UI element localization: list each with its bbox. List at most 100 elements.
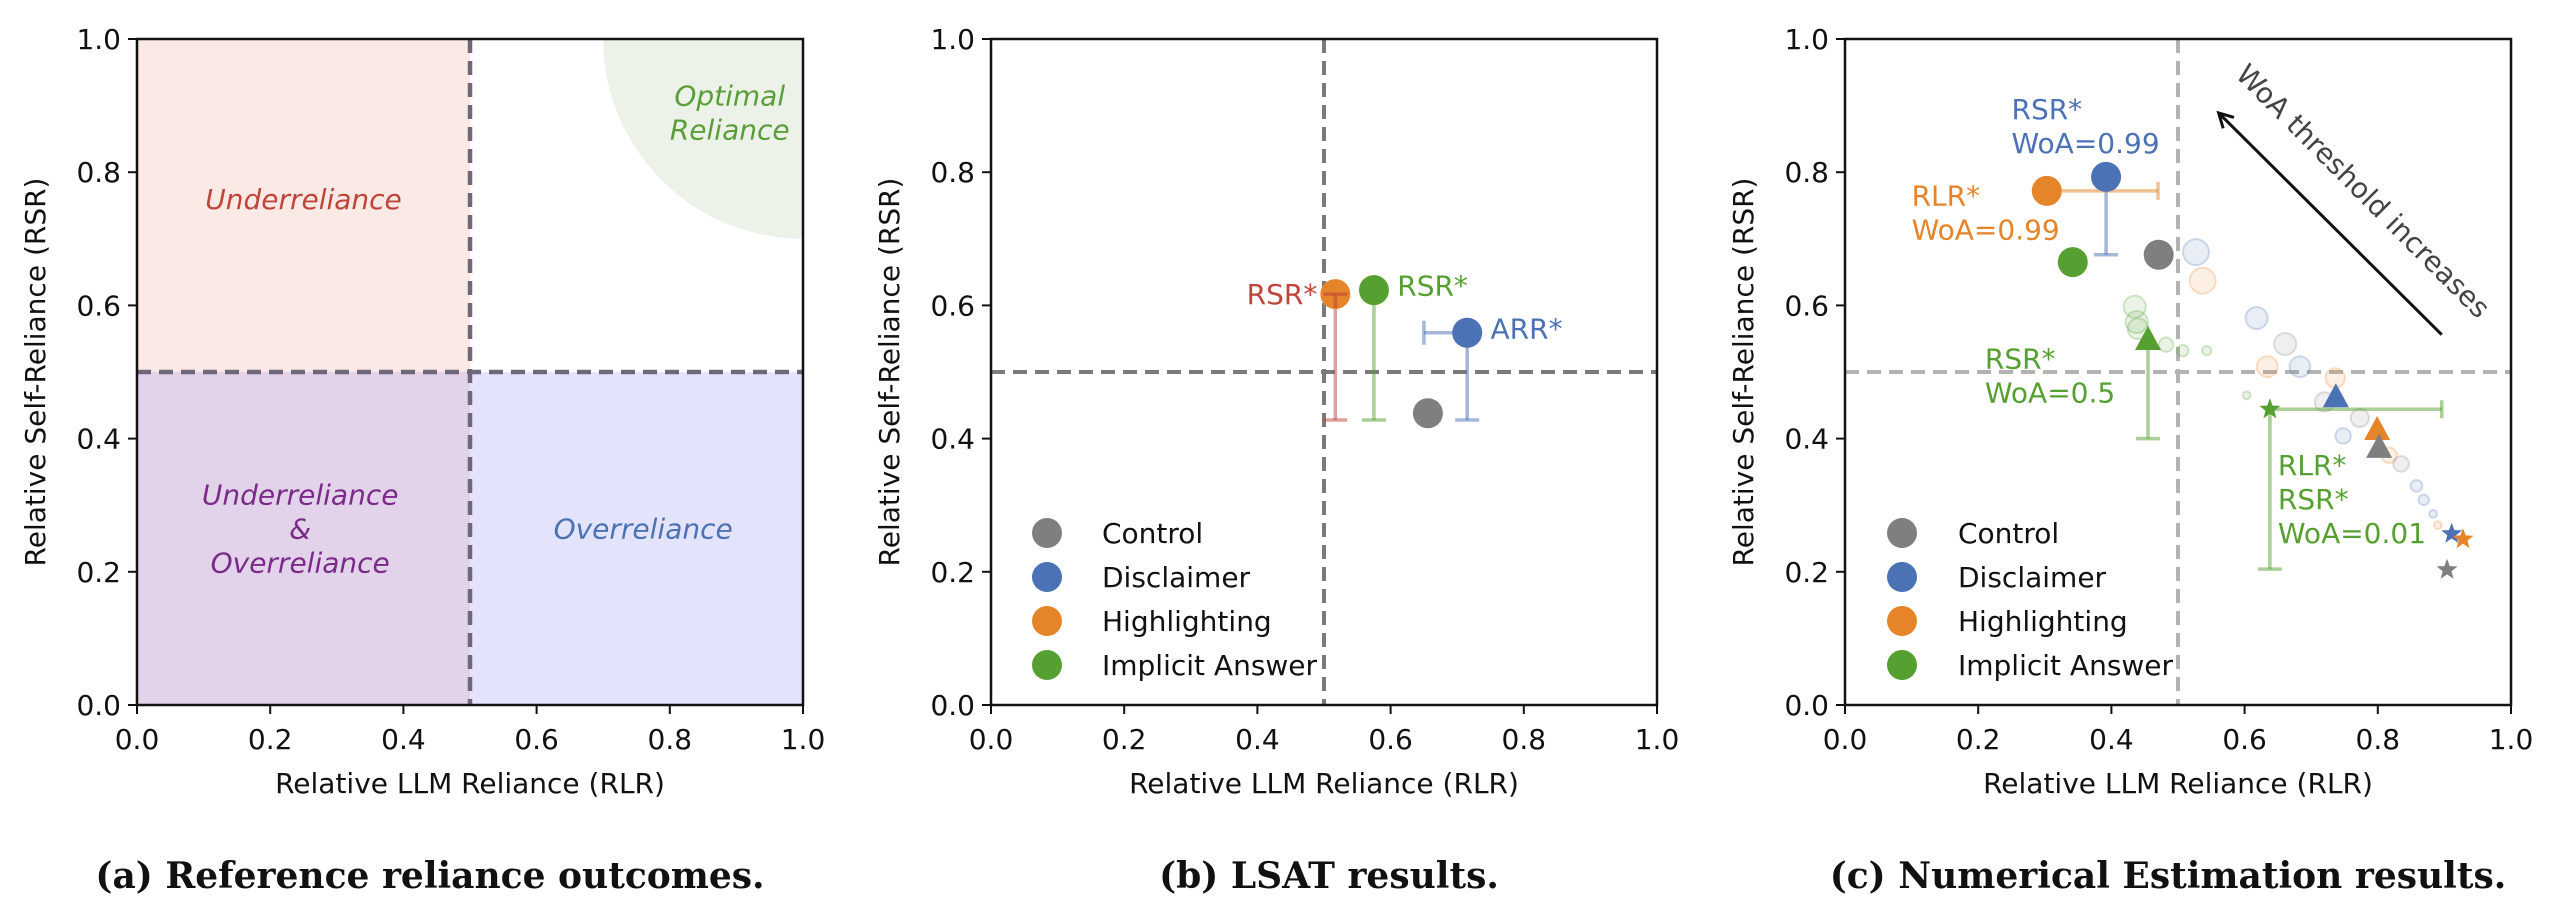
axes-frame — [1843, 37, 2513, 707]
legend-entry: Implicit Answer — [1032, 649, 1318, 682]
data-point-disclaimer — [1452, 317, 1483, 348]
x-tick-label: 0.4 — [2089, 723, 2134, 756]
faint-data-point — [2241, 390, 2252, 401]
legend-marker — [1887, 518, 1917, 548]
y-tick-label: 1.0 — [76, 23, 121, 56]
x-axis-label: Relative LLM Reliance (RLR) — [1983, 767, 2373, 800]
panel-numerical-estimation-results: RSR*WoA=0.99RLR*WoA=0.99RSR*WoA=0.5RLR*R… — [1727, 23, 2533, 897]
faint-data-point — [2392, 455, 2410, 473]
data-point-implicit-answer — [1358, 275, 1389, 306]
y-tick-label: 0.6 — [76, 289, 121, 322]
y-tick-label: 0.6 — [1784, 289, 1829, 322]
data-point-triangle-highlighting — [2364, 415, 2391, 440]
annotation-label: RSR* — [1397, 269, 1468, 302]
y-axis-label: Relative Self-Reliance (RSR) — [19, 178, 52, 567]
legend-entry: Highlighting — [1887, 605, 2128, 638]
error-bar — [2136, 340, 2161, 441]
y-tick-label: 0.6 — [930, 289, 975, 322]
legend-label: Disclaimer — [1102, 561, 1251, 594]
legend-label: Highlighting — [1102, 605, 1272, 638]
x-tick-label: 0.6 — [1368, 723, 1413, 756]
x-tick-label: 0.0 — [1823, 723, 1868, 756]
data-point-control — [2143, 239, 2174, 270]
annotation-label: WoA=0.01 — [2278, 517, 2426, 550]
faint-data-point — [2122, 294, 2147, 319]
legend-entry: Control — [1032, 517, 1203, 550]
data-point-star-disclaimer — [2441, 522, 2463, 543]
legend-entry: Control — [1887, 517, 2059, 550]
legend-entry: Implicit Answer — [1887, 649, 2174, 682]
legend-entry: Disclaimer — [1887, 561, 2107, 594]
x-tick-label: 0.8 — [648, 723, 693, 756]
error-bar — [2257, 400, 2444, 571]
panel-caption: (a) Reference reliance outcomes. — [95, 855, 764, 897]
y-axis-label: Relative Self-Reliance (RSR) — [1727, 178, 1760, 567]
y-tick-label: 0.0 — [76, 689, 121, 722]
data-point-triangle-implicit-answer — [2135, 326, 2162, 351]
arrow-line — [2217, 111, 2443, 336]
y-tick-label: 0.4 — [930, 423, 975, 456]
data-point-highlighting — [2031, 175, 2062, 206]
annotation-label: WoA=0.5 — [1985, 377, 2115, 410]
faint-data-point — [2334, 427, 2352, 445]
x-tick-label: 0.2 — [1956, 723, 2001, 756]
faint-data-point — [2349, 407, 2370, 429]
data-point-star-control — [2436, 558, 2458, 579]
legend-marker — [1887, 650, 1917, 680]
data-point-disclaimer — [2091, 161, 2122, 192]
annotation-label: ARR* — [1491, 313, 1563, 346]
data-point-control — [1412, 398, 1443, 429]
x-tick-label: 0.4 — [381, 723, 426, 756]
panel-caption: (c) Numerical Estimation results. — [1830, 855, 2507, 897]
faint-data-point — [2409, 479, 2424, 493]
x-axis-label: Relative LLM Reliance (RLR) — [275, 767, 665, 800]
plot-area — [137, 39, 803, 705]
faint-data-point — [2255, 355, 2279, 379]
panel-lsat-results: RSR* RSR* ARR* 0.0 0.2 0.4 0.6 0.8 1.0 0.0 0.2 0.4 0… — [873, 23, 1679, 897]
arrow-annotation: WoA threshold increases — [2229, 58, 2496, 325]
panel-reference-outcomes: UnderrelianceUnderreliance&OverrelianceO… — [19, 23, 826, 897]
legend-label: Highlighting — [1958, 605, 2128, 638]
data-point-triangle-control — [2366, 433, 2393, 458]
y-tick-label: 0.2 — [930, 556, 975, 589]
faint-data-point — [2124, 310, 2149, 335]
y-tick-label: 0.2 — [76, 556, 121, 589]
x-tick-label: 0.4 — [1235, 723, 1280, 756]
legend-marker — [1032, 518, 1062, 548]
x-tick-label: 0.6 — [2222, 723, 2267, 756]
annotation-label: RLR* — [2278, 449, 2347, 482]
legend-marker — [1032, 562, 1062, 592]
optimal-region-fill — [603, 39, 803, 239]
faint-data-point — [2175, 343, 2190, 358]
data-point-star-implicit-answer — [2259, 398, 2281, 419]
x-tick-label: 0.0 — [115, 723, 160, 756]
region-fill — [137, 39, 470, 372]
annotation-label: RSR* — [1985, 343, 2056, 376]
legend-label: Control — [1102, 517, 1203, 550]
region-fill — [137, 372, 470, 705]
y-axis-label: Relative Self-Reliance (RSR) — [873, 178, 906, 567]
error-bar — [1361, 290, 1386, 422]
legend-label: Disclaimer — [1958, 561, 2107, 594]
arrow-head-icon — [2216, 110, 2235, 129]
legend-entry: Highlighting — [1032, 605, 1272, 638]
region-label: Underreliance — [202, 479, 399, 512]
x-tick-label: 0.0 — [969, 723, 1014, 756]
x-tick-label: 0.2 — [248, 723, 293, 756]
plot-area — [1845, 39, 2511, 705]
region-label: & — [289, 513, 311, 546]
annotation-label: RSR* — [2278, 483, 2349, 516]
data-point-triangle-disclaimer — [2322, 383, 2349, 408]
error-bar — [1323, 294, 1348, 422]
x-tick-label: 1.0 — [781, 723, 826, 756]
x-tick-label: 1.0 — [2489, 723, 2534, 756]
legend-marker — [1032, 650, 1062, 680]
faint-data-point — [2244, 306, 2269, 331]
y-tick-label: 0.8 — [930, 156, 975, 189]
optimal-region-label: Optimal — [674, 79, 785, 112]
y-tick-label: 0.4 — [76, 423, 121, 456]
legend-label: Implicit Answer — [1958, 649, 2174, 682]
optimal-region-label: Reliance — [670, 113, 790, 146]
region-label: Overreliance — [554, 513, 733, 546]
faint-data-point — [2428, 508, 2438, 519]
